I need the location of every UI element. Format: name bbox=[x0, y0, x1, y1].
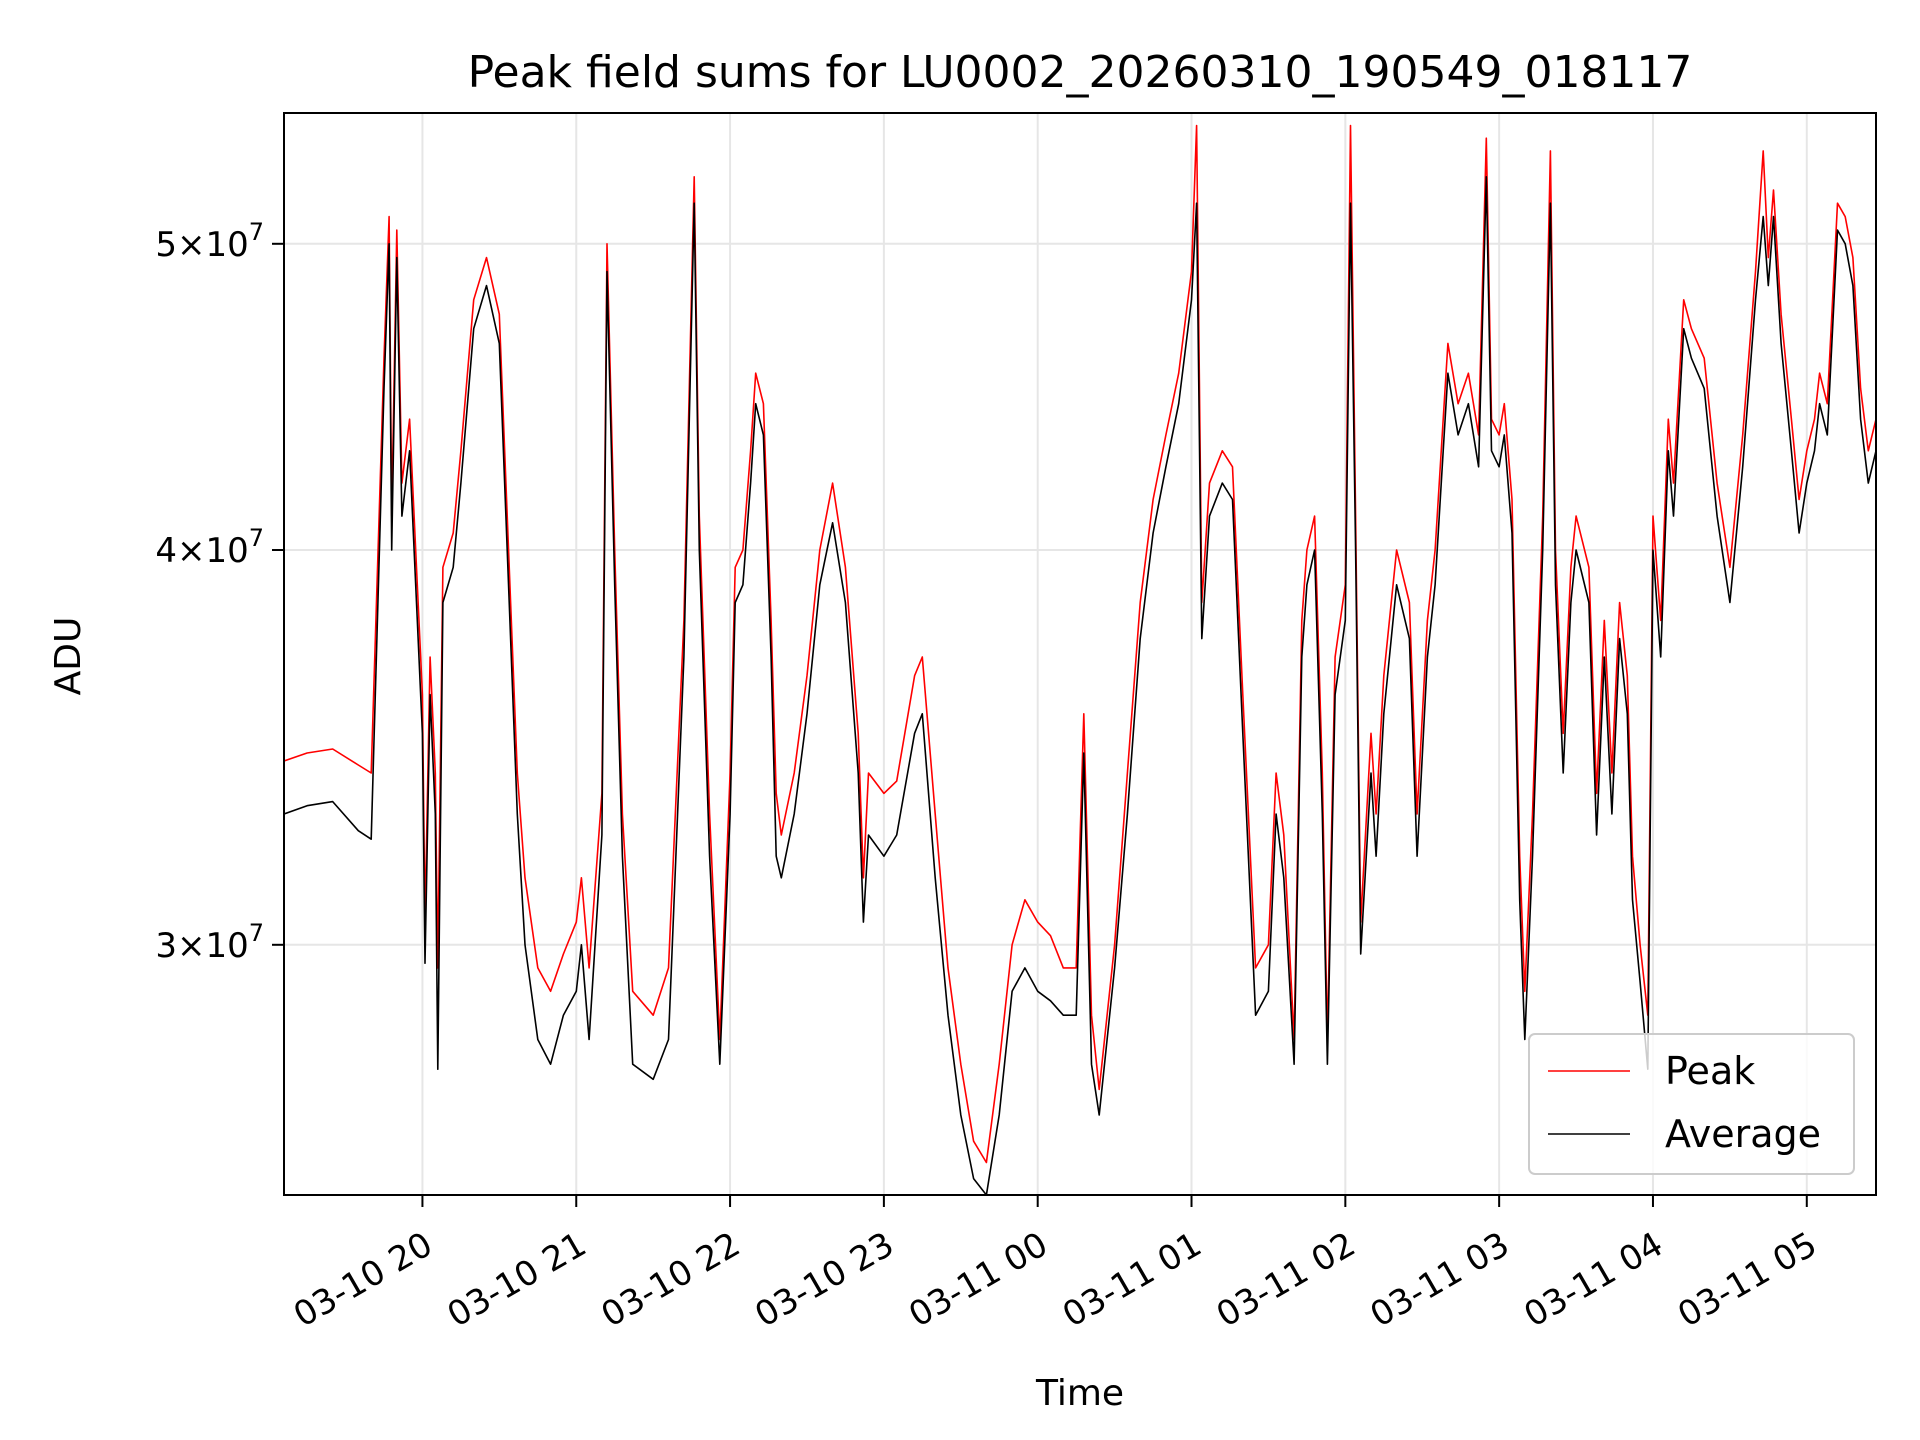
legend: Peak Average bbox=[1528, 1033, 1855, 1175]
legend-label-peak: Peak bbox=[1665, 1049, 1755, 1093]
legend-label-average: Average bbox=[1665, 1112, 1821, 1156]
series-line-peak bbox=[284, 124, 1876, 1164]
x-axis-label: Time bbox=[1035, 1373, 1124, 1414]
plot-area bbox=[284, 124, 1876, 1195]
series-line-average bbox=[284, 176, 1876, 1195]
legend-box bbox=[1528, 1033, 1855, 1175]
y-tick-label: 5×107 bbox=[155, 218, 264, 265]
y-axis: 3×107 4×107 5×107 bbox=[155, 218, 284, 966]
axes-frame bbox=[283, 112, 1877, 1196]
y-tick-label: 3×107 bbox=[155, 919, 264, 966]
chart-title: Peak field sums for LU0002_20260310_1905… bbox=[468, 47, 1693, 98]
y-tick-label: 4×107 bbox=[155, 524, 264, 571]
y-axis-label: ADU bbox=[48, 617, 89, 696]
